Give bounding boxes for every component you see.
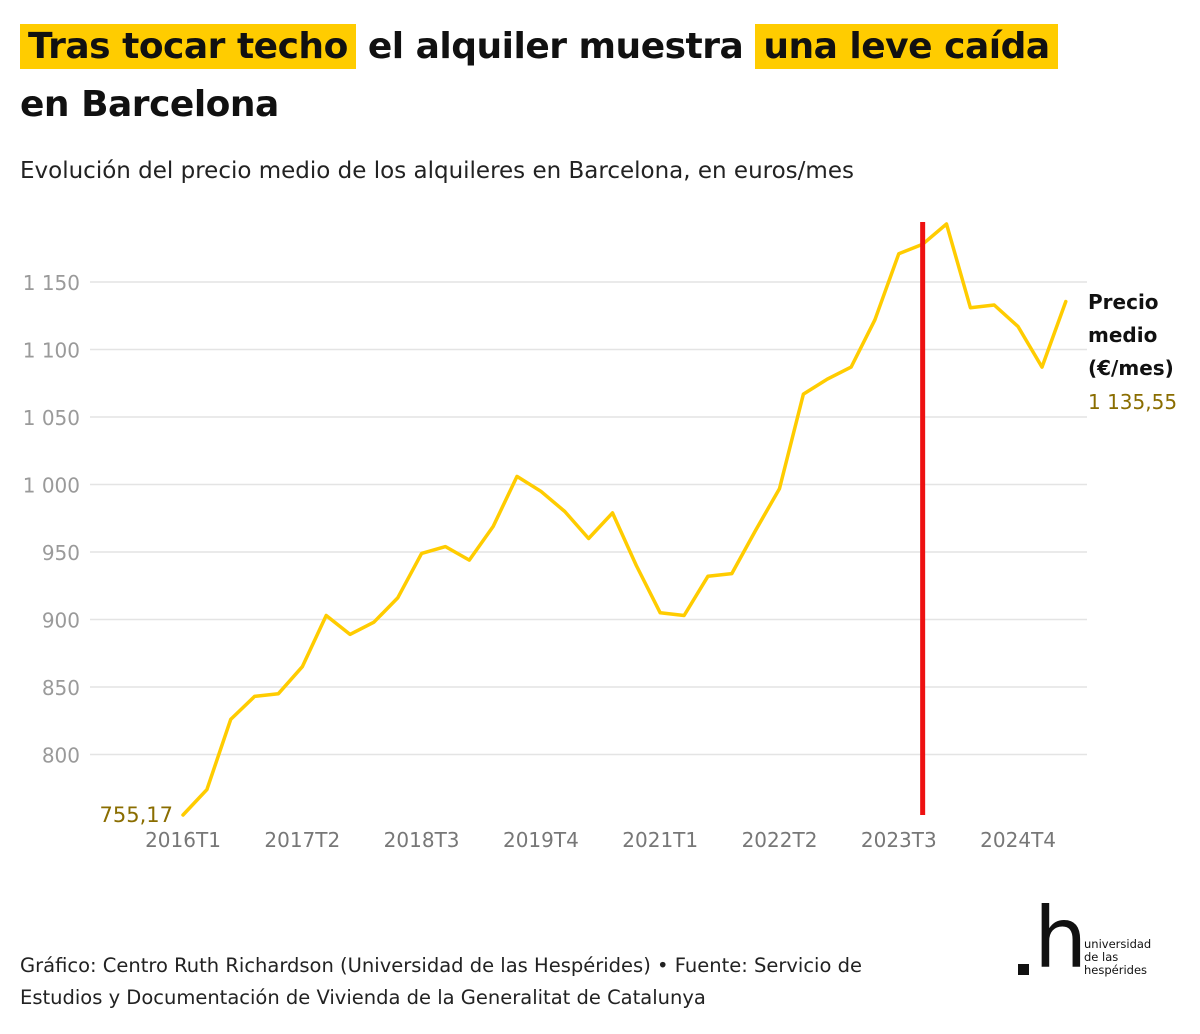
logo-line-1: universidad — [1084, 937, 1152, 951]
footer-line-1: Gráfico: Centro Ruth Richardson (Univers… — [20, 954, 862, 977]
x-tick-label: 2021T1 — [622, 828, 698, 852]
footer-line-2: Estudios y Documentación de Vivienda de … — [20, 986, 706, 1009]
chart-title: Tras tocar techo el alquiler muestra una… — [20, 18, 1180, 134]
x-tick-label: 2024T4 — [980, 828, 1056, 852]
last-value-label: 1 135,55 — [1088, 390, 1177, 414]
title-highlight-1: Tras tocar techo — [20, 24, 356, 69]
x-axis-tick-labels: 2016T1 2017T2 2018T3 2019T4 2021T1 2022T2 2023… — [145, 828, 1056, 852]
x-tick-label: 2022T2 — [742, 828, 818, 852]
series-line — [181, 222, 1068, 817]
series-label-line: (€/mes) — [1088, 356, 1174, 380]
logo-mark: h — [1034, 889, 1088, 987]
y-tick-label: 1 100 — [23, 339, 80, 363]
y-tick-label: 900 — [42, 609, 80, 633]
data-label-layer: 755,17 Precio medio (€/mes) 1 135,55 — [100, 290, 1178, 827]
logo-dot-icon — [1018, 964, 1029, 975]
y-tick-label: 1 050 — [23, 406, 80, 430]
gridlines — [90, 281, 1087, 756]
logo-wordmark: universidad de las hespérides — [1084, 938, 1151, 977]
series-line-layer — [181, 222, 1068, 817]
logo-line-2: de las — [1084, 950, 1119, 964]
first-value-label: 755,17 — [100, 803, 173, 827]
x-tick-label: 2016T1 — [145, 828, 221, 852]
title-middle: el alquiler muestra — [367, 26, 744, 67]
university-logo: h universidad de las hespérides — [1018, 896, 1188, 984]
y-tick-label: 950 — [42, 541, 80, 565]
y-tick-label: 1 150 — [23, 271, 80, 295]
x-tick-label: 2017T2 — [264, 828, 340, 852]
y-tick-label: 1 000 — [23, 474, 80, 498]
y-tick-label: 850 — [42, 676, 80, 700]
title-highlight-2: una leve caída — [755, 24, 1058, 69]
x-tick-label: 2023T3 — [861, 828, 937, 852]
x-tick-label: 2018T3 — [384, 828, 460, 852]
y-tick-label: 800 — [42, 743, 80, 767]
y-axis-tick-labels: 800 850 900 950 1 000 1 050 1 100 1 150 — [23, 271, 80, 767]
x-tick-label: 2019T4 — [503, 828, 579, 852]
series-label-line: Precio — [1088, 290, 1159, 314]
title-end: en Barcelona — [20, 84, 279, 125]
logo-line-3: hespérides — [1084, 963, 1148, 977]
chart-subtitle: Evolución del precio medio de los alquil… — [20, 158, 854, 184]
series-label-line: medio — [1088, 323, 1157, 347]
source-footer: Gráfico: Centro Ruth Richardson (Univers… — [20, 950, 980, 1014]
